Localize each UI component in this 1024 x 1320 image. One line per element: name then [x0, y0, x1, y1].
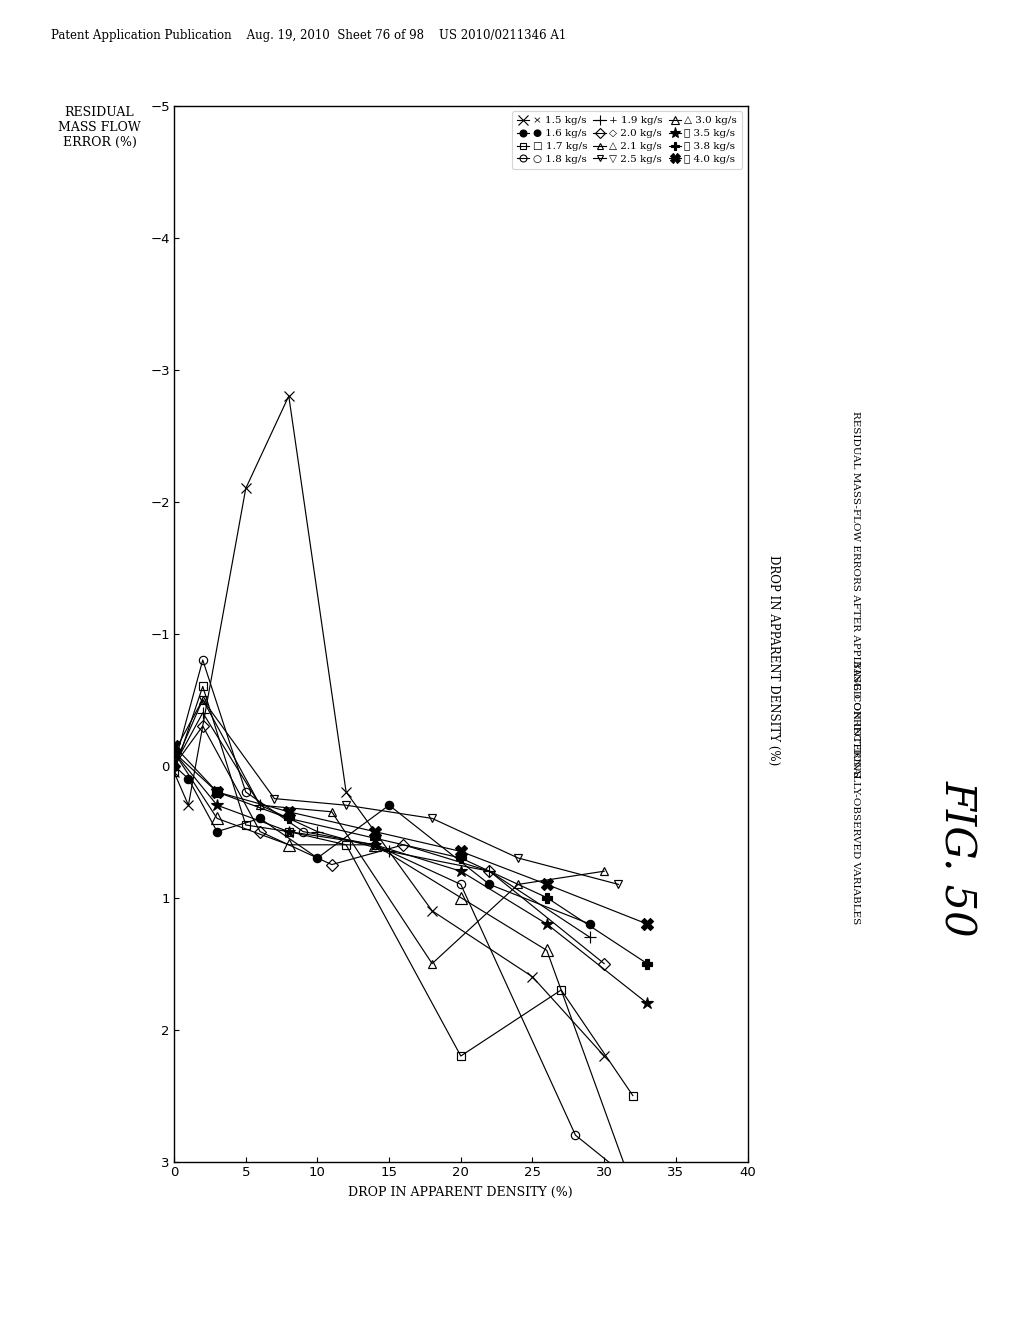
Text: FIG. 50: FIG. 50 [936, 780, 979, 936]
Text: BASED ON INTERNALLY-OBSERVED VARIABLES: BASED ON INTERNALLY-OBSERVED VARIABLES [851, 660, 859, 924]
Text: RESIDUAL MASS-FLOW ERRORS AFTER APPLYING CORRECTIONS: RESIDUAL MASS-FLOW ERRORS AFTER APPLYING… [851, 411, 859, 777]
Y-axis label: RESIDUAL
MASS FLOW
ERROR (%): RESIDUAL MASS FLOW ERROR (%) [58, 106, 141, 149]
X-axis label: DROP IN APPARENT DENSITY (%): DROP IN APPARENT DENSITY (%) [348, 1185, 573, 1199]
Legend: × 1.5 kg/s, ● 1.6 kg/s, □ 1.7 kg/s, ○ 1.8 kg/s, + 1.9 kg/s, ◇ 2.0 kg/s, △ 2.1 kg: × 1.5 kg/s, ● 1.6 kg/s, □ 1.7 kg/s, ○ 1.… [512, 111, 742, 169]
Text: Patent Application Publication    Aug. 19, 2010  Sheet 76 of 98    US 2010/02113: Patent Application Publication Aug. 19, … [51, 29, 566, 42]
Text: DROP IN APPARENT DENSITY (%): DROP IN APPARENT DENSITY (%) [767, 554, 779, 766]
